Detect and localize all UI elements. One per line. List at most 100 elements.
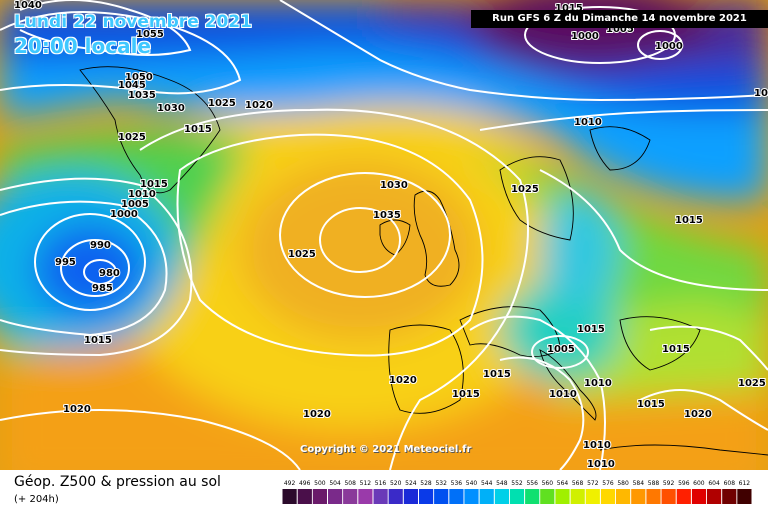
legend-tick-label: 540 bbox=[466, 480, 478, 487]
legend-swatch bbox=[464, 489, 479, 504]
legend-tick-label: 496 bbox=[299, 480, 311, 487]
isobar-label: 1025 bbox=[738, 378, 766, 389]
forecast-date: Lundi 22 novembre 2021 bbox=[14, 12, 252, 32]
isobar-label: 1010 bbox=[587, 459, 615, 470]
isobar-label: 1005 bbox=[121, 199, 149, 210]
legend-swatch bbox=[373, 489, 388, 504]
legend-swatch bbox=[358, 489, 373, 504]
map-canvas: 1040 1055 1050 1045 1035 1030 1025 1020 … bbox=[0, 0, 768, 470]
isobar-label: 1015 bbox=[184, 124, 212, 135]
isobar-label: 1010 bbox=[574, 117, 602, 128]
coastlines bbox=[79, 66, 768, 456]
legend-swatch bbox=[312, 489, 327, 504]
isobar-label: 1055 bbox=[136, 29, 164, 40]
legend-tick-label: 612 bbox=[739, 480, 751, 487]
isobar-label: 985 bbox=[92, 283, 113, 294]
isobar-label: 1030 bbox=[157, 103, 185, 114]
lead-time: (+ 204h) bbox=[14, 494, 59, 505]
isobar-label: 1010 bbox=[128, 189, 156, 200]
isobar-label: 1015 bbox=[675, 215, 703, 226]
forecast-time: 20:00 locale bbox=[14, 34, 151, 58]
legend-tick-label: 504 bbox=[329, 480, 341, 487]
legend-swatch bbox=[449, 489, 464, 504]
legend-swatch bbox=[388, 489, 403, 504]
legend-tick-label: 588 bbox=[648, 480, 660, 487]
legend-swatch bbox=[343, 489, 358, 504]
color-scale-legend: 492 496 500 504 508 512 516 520 524 528 532 536 540 5… bbox=[282, 480, 752, 504]
isobar-label: 1035 bbox=[128, 90, 156, 101]
isobar-label: 1020 bbox=[63, 404, 91, 415]
isobar-label: 1015 bbox=[577, 324, 605, 335]
isobar-label: 1030 bbox=[380, 180, 408, 191]
isobar-label: 1020 bbox=[684, 409, 712, 420]
legend-tick-label: 584 bbox=[633, 480, 645, 487]
legend-tick-label: 532 bbox=[435, 480, 447, 487]
legend-swatch bbox=[646, 489, 661, 504]
geopotential-field: 1040 1055 1050 1045 1035 1030 1025 1020 … bbox=[0, 0, 768, 470]
copyright-notice: Copyright © 2021 Meteociel.fr bbox=[300, 444, 472, 455]
isobar-label: 1015 bbox=[662, 344, 690, 355]
isobar-label: 1000 bbox=[110, 209, 138, 220]
isobars bbox=[0, 0, 768, 470]
legend-swatch bbox=[661, 489, 676, 504]
legend-tick-label: 568 bbox=[572, 480, 584, 487]
isobar-label: 1040 bbox=[14, 0, 42, 11]
isobar-label: 1010 bbox=[583, 440, 611, 451]
legend-swatch bbox=[403, 489, 418, 504]
legend-swatch bbox=[525, 489, 540, 504]
model-run-banner: Run GFS 6 Z du Dimanche 14 novembre 2021 bbox=[471, 10, 768, 28]
isobar-label: 990 bbox=[90, 240, 111, 251]
isobar-label: 1020 bbox=[245, 100, 273, 111]
legend-swatch bbox=[570, 489, 585, 504]
legend-swatch bbox=[676, 489, 691, 504]
isobar-label: 995 bbox=[55, 257, 76, 268]
legend-swatch bbox=[540, 489, 555, 504]
legend-swatch bbox=[707, 489, 722, 504]
isobar-label: 980 bbox=[99, 268, 120, 279]
legend-tick-label: 536 bbox=[451, 480, 463, 487]
isobar-label: 1000 bbox=[571, 31, 599, 42]
legend-swatch bbox=[479, 489, 494, 504]
legend-tick-label: 500 bbox=[314, 480, 326, 487]
isobar-label: 1000 bbox=[655, 41, 683, 52]
legend-tick-label: 516 bbox=[375, 480, 387, 487]
legend-tick-label: 572 bbox=[587, 480, 599, 487]
isobar-label: 1025 bbox=[511, 184, 539, 195]
legend-tick-label: 524 bbox=[405, 480, 417, 487]
legend-swatch bbox=[585, 489, 600, 504]
isobar-label: 1045 bbox=[118, 80, 146, 91]
isobar-label: 1010 bbox=[549, 389, 577, 400]
legend-tick-label: 520 bbox=[390, 480, 402, 487]
isobar-label: 1025 bbox=[118, 132, 146, 143]
legend-tick-label: 608 bbox=[724, 480, 736, 487]
isobar-label: 1015 bbox=[84, 335, 112, 346]
isobar-labels: 1040 1055 1050 1045 1035 1030 1025 1020 … bbox=[13, 0, 768, 470]
isobar-label: 1025 bbox=[208, 98, 236, 109]
legend-swatch bbox=[328, 489, 343, 504]
legend-tick-label: 596 bbox=[678, 480, 690, 487]
legend-tick-label: 508 bbox=[344, 480, 356, 487]
legend-tick-label: 528 bbox=[420, 480, 432, 487]
isobar-label: 1020 bbox=[389, 375, 417, 386]
isobar-label: 1015 bbox=[140, 179, 168, 190]
legend-swatch bbox=[722, 489, 737, 504]
isobar-label: 1015 bbox=[452, 389, 480, 400]
legend-tick-label: 580 bbox=[617, 480, 629, 487]
legend-swatch bbox=[434, 489, 449, 504]
legend-swatch bbox=[737, 489, 752, 504]
legend-tick-label: 556 bbox=[526, 480, 538, 487]
legend-tick-label: 512 bbox=[360, 480, 372, 487]
legend-swatch bbox=[494, 489, 509, 504]
isobar-label: 1005 bbox=[547, 344, 575, 355]
legend-swatch bbox=[419, 489, 434, 504]
isobar-label: 1035 bbox=[373, 210, 401, 221]
weather-map: 1040 1055 1050 1045 1035 1030 1025 1020 … bbox=[0, 0, 768, 470]
legend-swatch bbox=[509, 489, 525, 504]
legend-swatch bbox=[297, 489, 312, 504]
legend-tick-label: 564 bbox=[557, 480, 569, 487]
legend-tick-label: 492 bbox=[284, 480, 296, 487]
legend-swatch bbox=[691, 489, 707, 504]
product-title: Géop. Z500 & pression au sol bbox=[14, 474, 221, 490]
isobar-label: 1020 bbox=[303, 409, 331, 420]
legend-swatch bbox=[600, 489, 616, 504]
